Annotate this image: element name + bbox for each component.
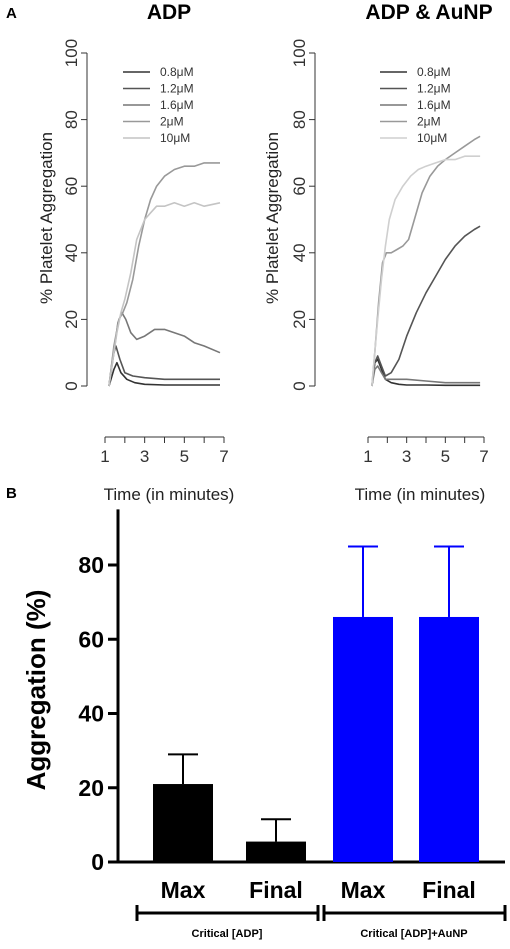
x-tick-label: 7 (479, 447, 488, 466)
x-tick-label: 3 (140, 447, 149, 466)
legend-label: 0.8μM (160, 65, 194, 79)
y-tick-label: 0 (290, 381, 309, 390)
x-tick-label: 3 (402, 447, 411, 466)
series-line-1 (371, 358, 481, 387)
y-tick-label: 60 (62, 177, 81, 196)
legend-label: 2μM (160, 115, 184, 129)
y-tick-label: 60 (290, 177, 309, 196)
category-label: Final (422, 877, 476, 903)
legend-label: 0.8μM (417, 65, 451, 79)
legend-label: 1.2μM (160, 82, 194, 96)
y-tick-label: 60 (78, 626, 104, 652)
x-tick-label: 5 (180, 447, 189, 466)
y-tick-label: 40 (62, 243, 81, 262)
group-label: Critical [ADP]+AuNP (360, 928, 467, 940)
x-tick-label: 1 (363, 447, 372, 466)
series-line-3 (108, 311, 221, 387)
chart-title: ADP (147, 1, 191, 24)
series-line-2 (371, 225, 481, 387)
x-tick-label: 5 (441, 447, 450, 466)
series-line-4 (108, 162, 220, 387)
bar-2 (246, 841, 306, 862)
series-line-3 (371, 365, 481, 387)
panel-label-b: B (6, 485, 17, 502)
y-tick-label: 0 (62, 381, 81, 390)
y-tick-label: 100 (290, 39, 309, 67)
chart-title: ADP & AuNP (365, 1, 492, 24)
y-tick-label: 0 (91, 849, 104, 875)
series-line-5 (108, 202, 221, 387)
legend-label: 2μM (417, 115, 441, 129)
bar-4 (419, 616, 479, 862)
line-chart-adp: ADP Time (in minutes) % Platelet Aggrega… (37, 1, 234, 504)
bar-1 (153, 784, 213, 862)
bar-3 (333, 616, 393, 862)
x-tick-label: 7 (219, 447, 228, 466)
legend-label: 1.6μM (417, 98, 451, 112)
y-tick-label: 20 (62, 310, 81, 329)
y-tick-label: 20 (78, 775, 104, 801)
group-label: Critical [ADP] (192, 928, 263, 940)
x-axis-label: Time (in minutes) (104, 485, 235, 504)
y-tick-label: 80 (78, 552, 104, 578)
x-axis-label: Time (in minutes) (355, 485, 486, 504)
legend-label: 1.2μM (417, 82, 451, 96)
legend-label: 1.6μM (160, 98, 194, 112)
series-line-1 (108, 361, 220, 387)
y-axis-label: Aggregation (%) (21, 590, 51, 791)
line-chart-adp-aunp: ADP & AuNP Time (in minutes) % Platelet … (263, 1, 493, 504)
y-tick-label: 40 (290, 243, 309, 262)
x-tick-label: 1 (100, 447, 109, 466)
series-line-2 (108, 345, 220, 387)
legend-label: 10μM (160, 131, 190, 145)
series-line-5 (371, 155, 481, 387)
y-tick-label: 80 (290, 110, 309, 129)
category-label: Max (341, 877, 386, 903)
legend-label: 10μM (417, 131, 447, 145)
panel-label-a: A (6, 5, 17, 22)
y-tick-label: 100 (62, 39, 81, 67)
series-line-4 (371, 135, 481, 387)
category-label: Max (161, 877, 206, 903)
y-axis-label: % Platelet Aggregation (263, 132, 282, 304)
category-label: Final (249, 877, 303, 903)
y-axis-label: % Platelet Aggregation (37, 132, 56, 304)
y-tick-label: 80 (62, 110, 81, 129)
y-tick-label: 40 (78, 701, 104, 727)
bar-chart-aggregation: Aggregation (%) 0 20 40 60 80 Max Final Max Fina… (21, 509, 507, 940)
y-tick-label: 20 (290, 310, 309, 329)
